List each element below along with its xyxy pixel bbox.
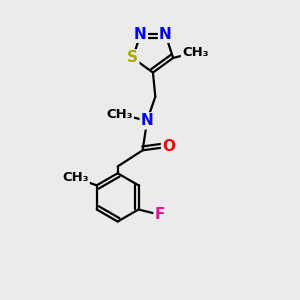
Text: CH₃: CH₃ <box>106 108 133 121</box>
Text: N: N <box>141 113 153 128</box>
Text: F: F <box>154 207 165 222</box>
Text: N: N <box>159 27 172 42</box>
Text: N: N <box>134 27 147 42</box>
Text: S: S <box>127 50 138 65</box>
Text: CH₃: CH₃ <box>62 172 89 184</box>
Text: CH₃: CH₃ <box>182 46 208 59</box>
Text: O: O <box>162 139 175 154</box>
